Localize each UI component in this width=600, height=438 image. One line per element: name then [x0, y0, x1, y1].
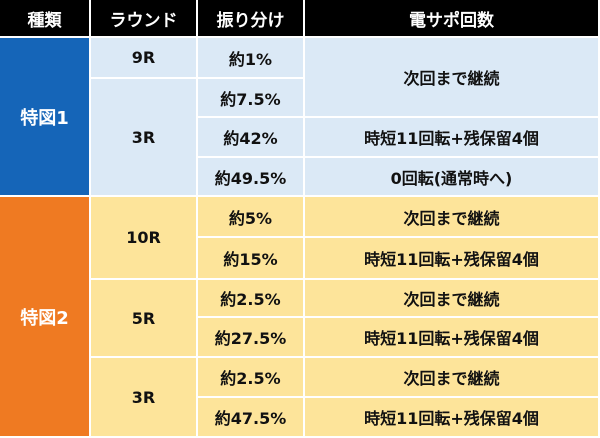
header-ratio: 振り分け: [198, 0, 305, 38]
header-type: 種類: [0, 0, 91, 38]
tokuzu1-ratio-3: 約42%: [198, 118, 305, 158]
tokuzu2-ratio-5: 約2.5%: [198, 358, 305, 398]
tokuzu2-support-2: 時短11回転+残保留4個: [305, 238, 600, 280]
tokuzu2-ratio-4: 約27.5%: [198, 318, 305, 358]
tokuzu1-ratio-4: 約49.5%: [198, 158, 305, 197]
tokuzu2-support-5: 次回まで継続: [305, 358, 600, 398]
tokuzu2-round-3r: 3R: [91, 358, 198, 438]
tokuzu1-ratio-1: 約1%: [198, 38, 305, 79]
tokuzu2-label: 特図2: [0, 197, 91, 438]
tokuzu2-support-4: 時短11回転+残保留4個: [305, 318, 600, 358]
tokuzu1-support-continue: 次回まで継続: [305, 38, 600, 118]
tokuzu1-support-zero: 0回転(通常時へ): [305, 158, 600, 197]
tokuzu2-round-10r: 10R: [91, 197, 198, 280]
tokuzu2-round-5r: 5R: [91, 280, 198, 358]
header-round: ラウンド: [91, 0, 198, 38]
tokuzu2-ratio-3: 約2.5%: [198, 280, 305, 318]
tokuzu1-support-jitan: 時短11回転+残保留4個: [305, 118, 600, 158]
header-support: 電サポ回数: [305, 0, 600, 38]
tokuzu1-round-9r: 9R: [91, 38, 198, 79]
tokuzu2-support-1: 次回まで継続: [305, 197, 600, 238]
tokuzu2-ratio-1: 約5%: [198, 197, 305, 238]
tokuzu1-label: 特図1: [0, 38, 91, 197]
tokuzu1-round-3r: 3R: [91, 79, 198, 197]
tokuzu2-support-3: 次回まで継続: [305, 280, 600, 318]
tokuzu2-support-6: 時短11回転+残保留4個: [305, 398, 600, 438]
tokuzu1-ratio-2: 約7.5%: [198, 79, 305, 118]
tokuzu2-ratio-2: 約15%: [198, 238, 305, 280]
tokuzu2-ratio-6: 約47.5%: [198, 398, 305, 438]
